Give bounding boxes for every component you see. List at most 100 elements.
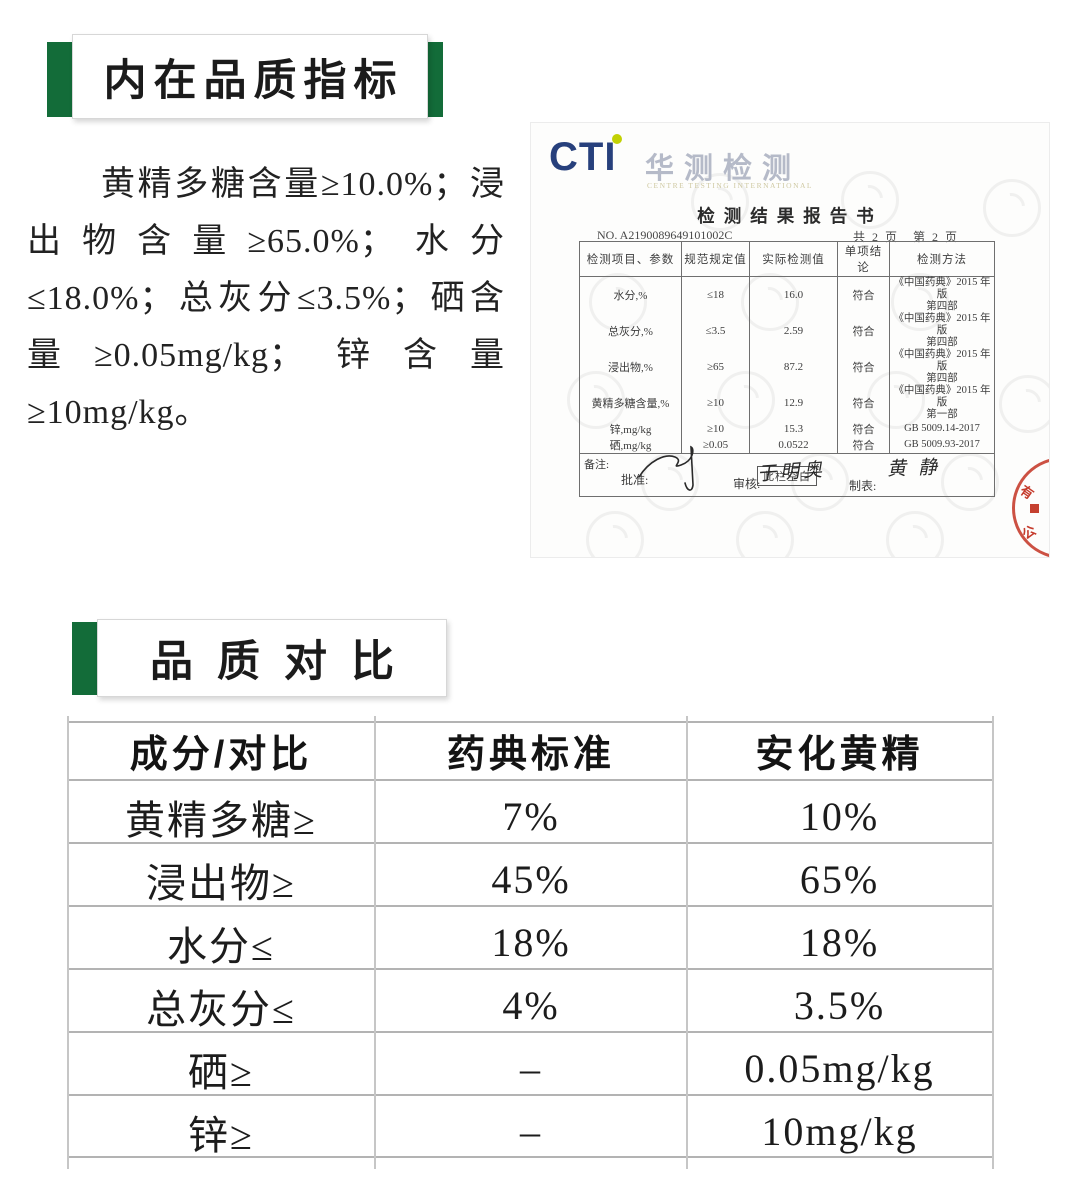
cmp-value: 10mg/kg: [761, 1109, 918, 1154]
cmp-value: 10%: [799, 794, 880, 839]
table-row: 浸出物,% ≥65 87.2 符合 《中国药典》2015 年版 第四部: [579, 349, 995, 385]
cell-method: 《中国药典》2015 年版 第四部: [889, 276, 995, 313]
cell-value: 15.3: [749, 421, 838, 437]
review-signature: 于明奥: [756, 459, 827, 486]
stamp-square-icon: [1030, 504, 1039, 513]
table-line: [67, 716, 69, 1169]
cell-value: 16.0: [749, 276, 838, 313]
cmp-row-label: 黄精多糖≥: [125, 797, 317, 843]
cmp-row-label: 硒≥: [188, 1049, 254, 1095]
watermark-circle: [691, 173, 749, 231]
stamp-char: 公: [1019, 522, 1039, 543]
approve-signature: [638, 445, 694, 491]
table-line: [67, 1156, 994, 1158]
remark-row: 备注: 此栏空白: [579, 453, 995, 497]
cell-value: 12.9: [749, 385, 838, 421]
cell-item: 浸出物,%: [579, 349, 682, 385]
table-line: [374, 716, 376, 1169]
cmp-value: 0.05mg/kg: [744, 1046, 935, 1091]
cmp-value: 4%: [502, 983, 560, 1028]
cell-item: 水分,%: [579, 276, 682, 313]
cmp-row-label: 浸出物≥: [146, 860, 296, 906]
table-row: 锌,mg/kg ≥10 15.3 符合 GB 5009.14-2017: [579, 421, 995, 437]
cmp-value: 7%: [502, 794, 560, 839]
report-title: 检测结果报告书: [697, 206, 883, 226]
cell-conclusion: 符合: [837, 437, 890, 454]
cell-conclusion: 符合: [837, 349, 890, 385]
cell-spec: ≥65: [681, 349, 750, 385]
report-page-info: 共 2 页 第 2 页: [853, 230, 960, 244]
cell-conclusion: 符合: [837, 385, 890, 421]
cell-value: 87.2: [749, 349, 838, 385]
table-line: [67, 721, 994, 723]
table-line: [992, 716, 994, 1169]
table-line: [67, 968, 994, 970]
watermark-circle: [586, 511, 644, 557]
cell-item: 总灰分,%: [579, 313, 682, 349]
cell-conclusion: 符合: [837, 421, 890, 437]
cmp-row-label: 水分≤: [167, 923, 275, 969]
col-item: 检测项目、参数: [579, 241, 682, 277]
cmp-value: –: [520, 1109, 542, 1154]
cmp-value: 65%: [799, 857, 880, 902]
table-row: 黄精多糖含量,% ≥10 12.9 符合 《中国药典》2015 年版 第一部: [579, 385, 995, 421]
table-line: [67, 1031, 994, 1033]
col-spec: 规范规定值: [681, 241, 750, 277]
cell-spec: ≤3.5: [681, 313, 750, 349]
section-title: 内在品质指标: [72, 34, 428, 119]
table-line: [67, 779, 994, 781]
cti-brand-english: CENTRE TESTING INTERNATIONAL: [647, 181, 814, 190]
table-line: [686, 716, 688, 1169]
cmp-header-pharmacopoeia: 药典标准: [446, 734, 615, 776]
cell-spec: ≥0.05: [681, 437, 750, 454]
report-table-header-row: 检测项目、参数 规范规定值 实际检测值 单项结论 检测方法: [579, 241, 995, 277]
cell-item: 黄精多糖含量,%: [579, 385, 682, 421]
stamp-char: 有: [1017, 482, 1037, 503]
watermark-circle: [736, 511, 794, 557]
cell-method: 《中国药典》2015 年版 第四部: [889, 349, 995, 385]
quality-indicators-paragraph: 黄精多糖含量≥10.0%；浸出物含量≥65.0%；水分≤18.0%；总灰分≤3.…: [27, 166, 505, 431]
prepare-signature: 黄静: [886, 456, 950, 481]
table-line: [67, 1094, 994, 1096]
cell-item: 硒,mg/kg: [579, 437, 682, 454]
cmp-header-component: 成分/对比: [129, 734, 313, 776]
cti-test-report: CTI 华测检测 CENTRE TESTING INTERNATIONAL 检测…: [530, 122, 1050, 558]
watermark-circle: [983, 179, 1041, 237]
cmp-header-anhua: 安化黄精: [755, 734, 924, 776]
cmp-value: 18%: [491, 920, 571, 965]
cell-spec: ≤18: [681, 276, 750, 313]
cell-value: 0.0522: [749, 437, 838, 454]
cell-method: GB 5009.93-2017: [889, 437, 995, 454]
cell-spec: ≥10: [681, 421, 750, 437]
table-line: [67, 905, 994, 907]
table-line: [67, 842, 994, 844]
cell-item: 锌,mg/kg: [579, 421, 682, 437]
section-title: 品质对比: [97, 619, 447, 697]
table-row: 水分,% ≤18 16.0 符合 《中国药典》2015 年版 第四部: [579, 276, 995, 313]
cmp-row-label: 锌≥: [188, 1112, 254, 1158]
cmp-value: 18%: [799, 920, 880, 965]
cti-brand-chinese: 华测检测: [645, 153, 802, 185]
table-row: 硒,mg/kg ≥0.05 0.0522 符合 GB 5009.93-2017: [579, 437, 995, 454]
report-number: NO. A2190089649101002C: [597, 228, 733, 242]
cell-conclusion: 符合: [837, 313, 890, 349]
cmp-value: 45%: [491, 857, 571, 902]
section-banner-quality-comparison: 品质对比: [72, 619, 447, 697]
review-label: 审核:: [733, 477, 761, 491]
cell-method: 《中国药典》2015 年版 第四部: [889, 313, 995, 349]
cmp-value: 3.5%: [793, 983, 886, 1028]
cell-conclusion: 符合: [837, 276, 890, 313]
cell-method: GB 5009.14-2017: [889, 421, 995, 437]
table-row: 总灰分,% ≤3.5 2.59 符合 《中国药典》2015 年版 第四部: [579, 313, 995, 349]
col-conclusion: 单项结论: [837, 241, 890, 277]
quality-comparison-table: 成分/对比 药典标准 安化黄精 黄精多糖≥ 7% 10% 浸出物≥ 45% 65…: [67, 722, 992, 1163]
section-banner-internal-quality: 内在品质指标: [47, 34, 443, 119]
cmp-value: –: [520, 1046, 542, 1091]
approve-label: 批准:: [621, 473, 649, 487]
cell-spec: ≥10: [681, 385, 750, 421]
cti-logo-text: CTI: [549, 135, 617, 179]
cell-value: 2.59: [749, 313, 838, 349]
watermark-circle: [841, 171, 899, 229]
cti-logo-dot-icon: [612, 134, 622, 144]
